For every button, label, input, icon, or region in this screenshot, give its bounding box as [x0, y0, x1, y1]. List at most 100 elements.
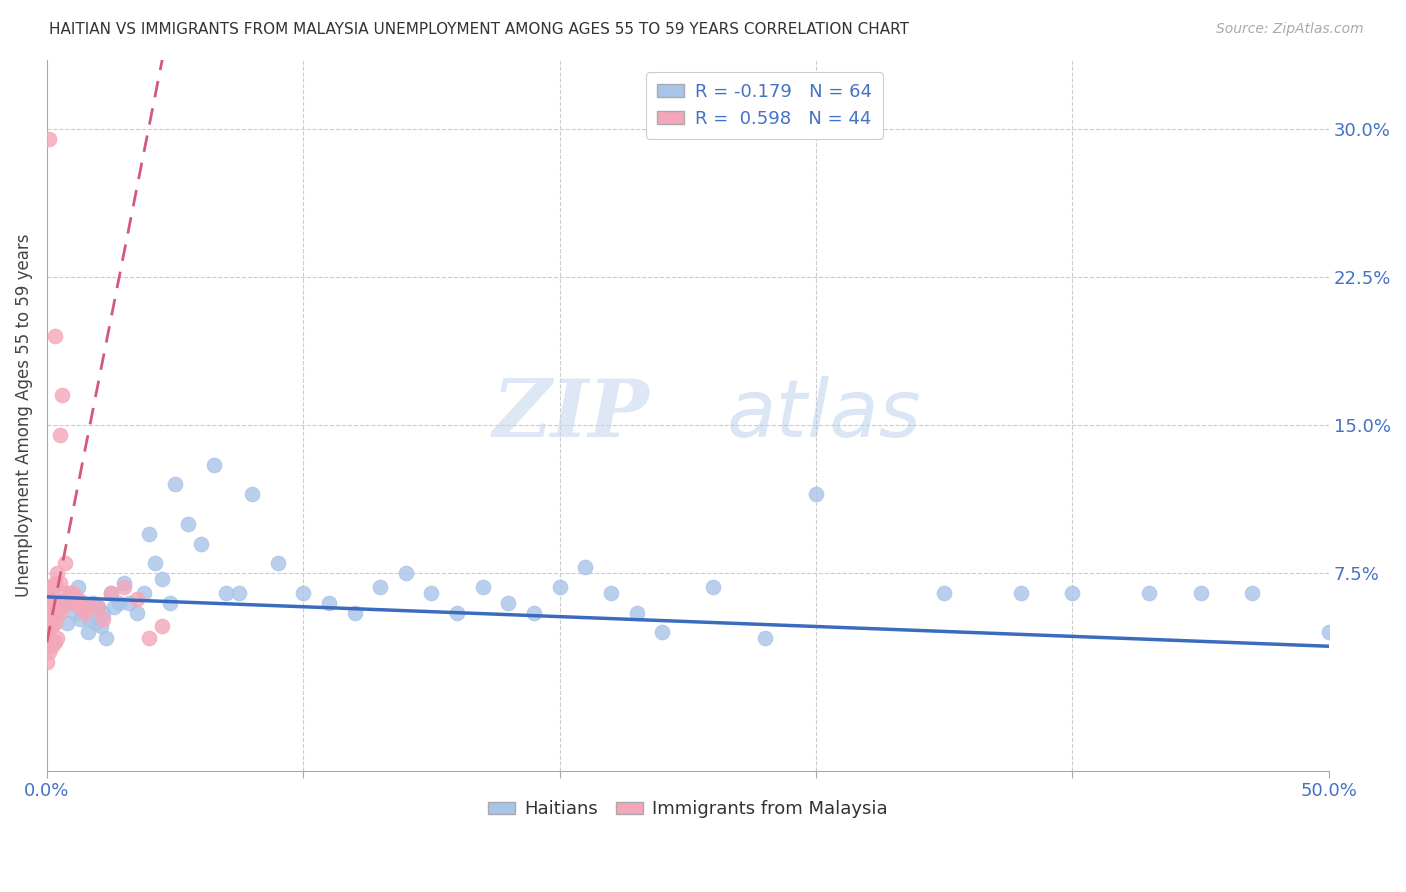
Point: [35, 639, 58, 653]
Point: [368, 580, 391, 594]
Point: [446, 606, 468, 620]
Point: [72, 596, 94, 610]
Point: [1062, 586, 1084, 600]
Point: [1240, 586, 1263, 600]
Point: [62, 586, 84, 600]
Point: [56, 615, 79, 630]
Point: [1317, 625, 1340, 640]
Point: [134, 586, 156, 600]
Point: [38, 606, 60, 620]
Point: [44, 591, 66, 606]
Point: [138, 526, 160, 541]
Point: [51, 388, 73, 402]
Point: [103, 599, 125, 614]
Point: [66, 591, 89, 606]
Point: [420, 586, 443, 600]
Text: ZIP: ZIP: [492, 376, 650, 454]
Point: [35, 635, 58, 649]
Point: [63, 596, 86, 610]
Point: [51, 596, 73, 610]
Point: [48, 576, 70, 591]
Point: [165, 477, 187, 491]
Point: [35, 611, 58, 625]
Point: [62, 596, 84, 610]
Point: [651, 625, 673, 640]
Point: [100, 586, 122, 600]
Point: [38, 580, 60, 594]
Point: [548, 580, 571, 594]
Point: [44, 596, 66, 610]
Point: [150, 619, 173, 633]
Point: [91, 611, 114, 625]
Point: [46, 632, 69, 646]
Point: [292, 586, 315, 600]
Point: [159, 596, 181, 610]
Point: [266, 556, 288, 570]
Point: [59, 586, 82, 600]
Point: [38, 645, 60, 659]
Point: [190, 536, 212, 550]
Point: [38, 131, 60, 145]
Point: [138, 632, 160, 646]
Point: [38, 606, 60, 620]
Point: [125, 606, 148, 620]
Point: [77, 625, 100, 640]
Point: [44, 329, 66, 343]
Point: [66, 580, 89, 594]
Legend: Haitians, Immigrants from Malaysia: Haitians, Immigrants from Malaysia: [481, 793, 894, 826]
Point: [59, 586, 82, 600]
Point: [41, 580, 63, 594]
Point: [41, 619, 63, 633]
Point: [574, 560, 596, 574]
Point: [240, 487, 263, 501]
Point: [79, 599, 101, 614]
Point: [79, 611, 101, 625]
Point: [35, 625, 58, 640]
Point: [44, 615, 66, 630]
Point: [75, 606, 97, 620]
Point: [202, 458, 225, 472]
Point: [48, 599, 70, 614]
Point: [112, 580, 135, 594]
Point: [53, 556, 76, 570]
Point: [46, 606, 69, 620]
Point: [69, 599, 91, 614]
Point: [41, 606, 63, 620]
Point: [87, 599, 110, 614]
Point: [395, 566, 418, 581]
Point: [318, 596, 340, 610]
Point: [94, 632, 117, 646]
Point: [754, 632, 776, 646]
Point: [53, 586, 76, 600]
Point: [35, 599, 58, 614]
Point: [38, 619, 60, 633]
Point: [343, 606, 366, 620]
Point: [523, 606, 546, 620]
Point: [107, 596, 129, 610]
Point: [804, 487, 827, 501]
Y-axis label: Unemployment Among Ages 55 to 59 years: Unemployment Among Ages 55 to 59 years: [15, 234, 32, 597]
Point: [53, 596, 76, 610]
Point: [1189, 586, 1212, 600]
Point: [84, 615, 107, 630]
Point: [143, 556, 166, 570]
Point: [177, 516, 200, 531]
Text: HAITIAN VS IMMIGRANTS FROM MALAYSIA UNEMPLOYMENT AMONG AGES 55 TO 59 YEARS CORRE: HAITIAN VS IMMIGRANTS FROM MALAYSIA UNEM…: [49, 22, 910, 37]
Point: [1010, 586, 1032, 600]
Point: [56, 596, 79, 610]
Point: [69, 611, 91, 625]
Point: [63, 606, 86, 620]
Point: [228, 586, 250, 600]
Point: [87, 599, 110, 614]
Point: [91, 606, 114, 620]
Point: [118, 596, 141, 610]
Point: [48, 606, 70, 620]
Point: [44, 635, 66, 649]
Point: [471, 580, 494, 594]
Point: [35, 596, 58, 610]
Point: [41, 639, 63, 653]
Point: [44, 576, 66, 591]
Point: [1137, 586, 1160, 600]
Point: [112, 576, 135, 591]
Point: [48, 428, 70, 442]
